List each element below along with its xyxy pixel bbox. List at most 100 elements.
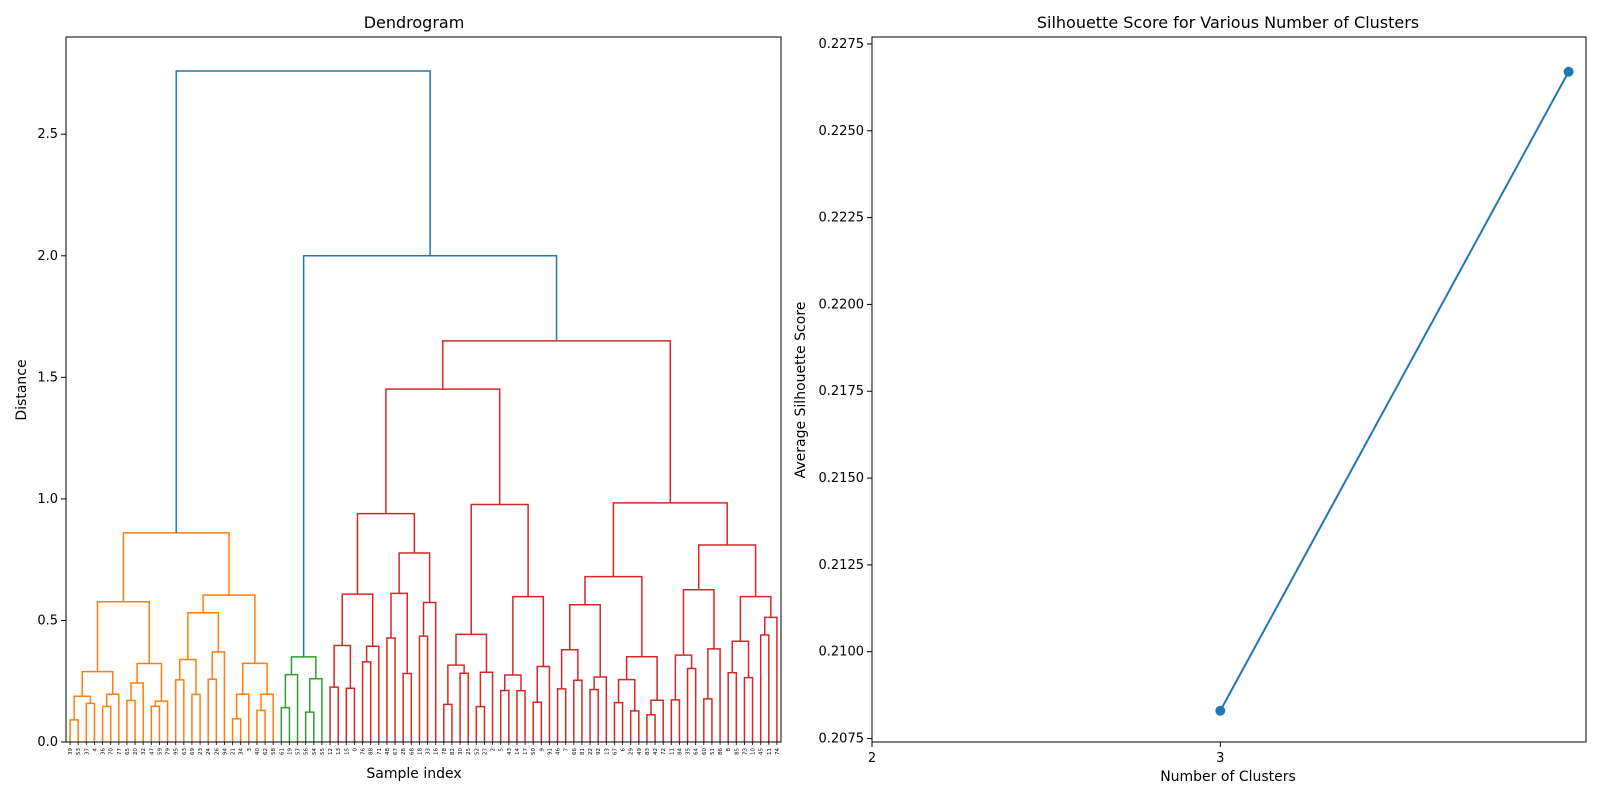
- dendrogram-y-tick-label: 1.0: [37, 492, 58, 507]
- dendrogram-leaf-label: 57: [296, 748, 302, 755]
- dendrogram-link: [101, 705, 112, 742]
- dendrogram-link: [556, 688, 567, 742]
- dendrogram-link: [73, 695, 92, 720]
- dendrogram-leaf-label: 15: [344, 748, 350, 755]
- dendrogram-link: [759, 634, 770, 742]
- dendrogram-link: [341, 593, 374, 647]
- dendrogram-leaf-label: 36: [101, 748, 107, 755]
- dendrogram-leaf-label: 67: [612, 748, 618, 755]
- dendrogram-leaf-label: 40: [255, 748, 261, 755]
- dendrogram-link: [154, 700, 169, 742]
- dendrogram-leaf-label: 84: [677, 748, 683, 755]
- dendrogram-link: [707, 648, 721, 742]
- dendrogram-leaf-label: 20: [133, 748, 139, 755]
- dendrogram-leaf-label: 45: [759, 748, 765, 755]
- dendrogram-leaf-label: 54: [312, 748, 318, 755]
- dendrogram-leaf-label: 10: [751, 748, 757, 755]
- dendrogram-link: [81, 670, 114, 697]
- dendrogram-links: [69, 70, 778, 742]
- silhouette-x-tick-label: 2: [868, 751, 876, 766]
- dendrogram-leaf-label: 30: [458, 748, 464, 755]
- silhouette-y-label: Average Silhouette Score: [793, 302, 809, 479]
- dendrogram-y-tick-label: 0.0: [37, 735, 58, 750]
- dendrogram-leaf-label: 91: [547, 748, 553, 755]
- dendrogram-link: [516, 690, 526, 742]
- dendrogram-link: [365, 645, 380, 742]
- silhouette-y-tick-label: 0.2075: [819, 732, 865, 747]
- dendrogram-link: [443, 703, 453, 742]
- dendrogram-leaf-label: 76: [361, 748, 367, 755]
- dendrogram-leaf-label: 66: [572, 748, 578, 755]
- dendrogram-y-ticks: 0.0 0.5 1.0 1.5 2.0 2.5: [37, 127, 66, 750]
- dendrogram-leaf-label: 4: [92, 748, 98, 752]
- dendrogram-leaf-label: 69: [190, 748, 196, 755]
- dendrogram-leaf-label: 29: [629, 748, 635, 755]
- silhouette-y-tick-label: 0.2275: [819, 37, 865, 52]
- dendrogram-leaf-label: 86: [718, 748, 724, 755]
- dendrogram-leaf-label: 73: [742, 748, 748, 755]
- dendrogram-leaf-label: 85: [734, 748, 740, 755]
- dendrogram-leaf-label: 28: [401, 748, 407, 755]
- silhouette-line: [1219, 71, 1570, 712]
- dendrogram-leaf-label: 17: [523, 748, 529, 755]
- dendrogram-leaf-label: 83: [645, 748, 651, 755]
- dendrogram-leaf-label: 74: [775, 748, 781, 755]
- dendrogram-link: [697, 544, 757, 597]
- dendrogram-leaf-label: 22: [588, 748, 594, 755]
- silhouette-y-ticks: 0.2075 0.2100 0.2125 0.2150 0.2175 0.2200 0.22…: [819, 37, 872, 747]
- dendrogram-leaf-label: 18: [417, 748, 423, 755]
- dendrogram-leaf-label: 5: [499, 748, 505, 752]
- silhouette-title: Silhouette Score for Various Number of C…: [1037, 13, 1419, 32]
- dendrogram-leaf-label: 34: [239, 748, 245, 755]
- dendrogram-leaf-label: 24: [206, 748, 212, 755]
- dendrogram-leaf-label: 60: [702, 748, 708, 755]
- dendrogram-leaf-label: 7: [564, 748, 570, 752]
- dendrogram-leaf-label: 33: [426, 748, 432, 755]
- dendrogram-link: [764, 616, 778, 742]
- silhouette-point: [1215, 705, 1226, 716]
- dendrogram-leaf-label: 39: [68, 748, 74, 755]
- dendrogram-link: [386, 637, 396, 742]
- dendrogram-leaf-label: 11: [767, 748, 773, 755]
- dendrogram-link: [130, 682, 144, 742]
- dendrogram-leaf-label: 53: [76, 748, 82, 755]
- dendrogram-leaf-label: 8: [726, 748, 732, 752]
- dendrogram-leaf-label: 58: [271, 748, 277, 755]
- dendrogram-link: [241, 662, 268, 695]
- dendrogram-link: [385, 388, 501, 514]
- dendrogram-link: [499, 689, 510, 742]
- dendrogram-link: [356, 512, 416, 595]
- silhouette-chart: Silhouette Score for Various Number of C…: [793, 13, 1587, 785]
- dendrogram-leaf-label: 94: [222, 748, 228, 755]
- dendrogram-link: [179, 658, 197, 695]
- dendrogram-leaf-label: 35: [686, 748, 692, 755]
- dendrogram-leaf-label: 65: [125, 748, 131, 755]
- dendrogram-leaf-label: 23: [198, 748, 204, 755]
- dendrogram-link: [150, 705, 161, 742]
- dendrogram-leaf-label: 26: [214, 748, 220, 755]
- dendrogram-y-tick-label: 1.5: [37, 370, 58, 385]
- dendrogram-leaf-label: 12: [328, 748, 334, 755]
- silhouette-y-tick-label: 0.2150: [819, 471, 865, 486]
- dendrogram-leaf-label: 43: [507, 748, 513, 755]
- dendrogram-leaf-label: 16: [434, 748, 440, 755]
- dendrogram-leaf-label: 81: [580, 748, 586, 755]
- dendrogram-leaf-label: 61: [279, 748, 285, 755]
- dendrogram-leaf-label: 79: [166, 748, 172, 755]
- dendrogram-chart: Dendrogram 0.00.51.01.52.02.5 39 53 37 4 36 7…: [14, 13, 782, 782]
- dendrogram-leaf-label: 2: [491, 748, 497, 752]
- dendrogram-link: [290, 656, 317, 679]
- silhouette-y-tick-label: 0.2225: [819, 211, 865, 226]
- dendrogram-leaf-label: 42: [653, 748, 659, 755]
- dendrogram-link: [536, 665, 551, 742]
- dendrogram-leaf-label: 59: [157, 748, 163, 755]
- dendrogram-leaf-label: 37: [84, 748, 90, 755]
- dendrogram-leaf-label: 11: [669, 748, 675, 755]
- dendrogram-link: [418, 635, 429, 742]
- dendrogram-leaf-label: 13: [336, 748, 342, 755]
- dendrogram-x-label: Sample index: [366, 766, 461, 782]
- dendrogram-leaf-label: 92: [596, 748, 602, 755]
- dendrogram-y-tick-label: 2.0: [37, 249, 58, 264]
